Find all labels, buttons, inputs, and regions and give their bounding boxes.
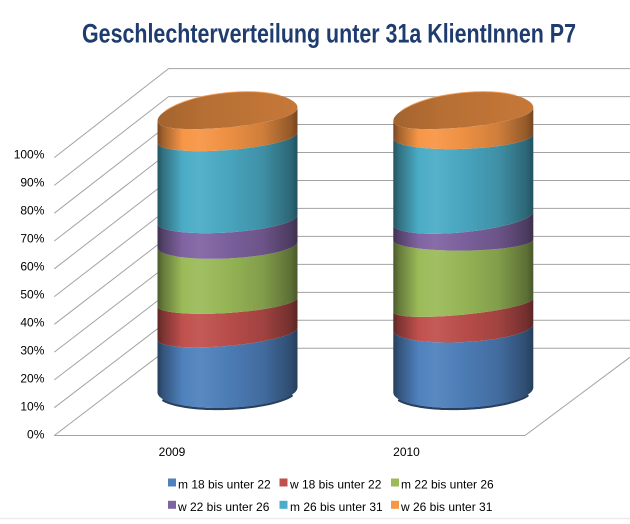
svg-text:40%: 40% xyxy=(20,315,44,329)
svg-text:70%: 70% xyxy=(20,231,44,245)
svg-text:100%: 100% xyxy=(14,147,45,161)
svg-text:w 26 bis unter 31: w 26 bis unter 31 xyxy=(400,500,493,514)
svg-text:10%: 10% xyxy=(20,399,44,413)
svg-text:w 22 bis unter 26: w 22 bis unter 26 xyxy=(177,500,270,514)
svg-text:2009: 2009 xyxy=(159,445,186,459)
svg-text:20%: 20% xyxy=(20,371,44,385)
svg-text:30%: 30% xyxy=(20,343,44,357)
svg-text:2010: 2010 xyxy=(393,445,420,459)
svg-text:80%: 80% xyxy=(20,203,44,217)
svg-text:0%: 0% xyxy=(27,427,45,441)
svg-text:w 18 bis unter 22: w 18 bis unter 22 xyxy=(289,478,382,492)
svg-text:m 18 bis unter 22: m 18 bis unter 22 xyxy=(178,478,271,492)
svg-text:50%: 50% xyxy=(20,287,44,301)
svg-text:Geschlechterverteilung unter 3: Geschlechterverteilung unter 31a KlientI… xyxy=(82,18,576,48)
svg-text:60%: 60% xyxy=(20,259,44,273)
svg-text:m 26 bis unter 31: m 26 bis unter 31 xyxy=(290,500,383,514)
svg-text:90%: 90% xyxy=(20,175,44,189)
svg-text:m 22 bis unter 26: m 22 bis unter 26 xyxy=(401,478,494,492)
